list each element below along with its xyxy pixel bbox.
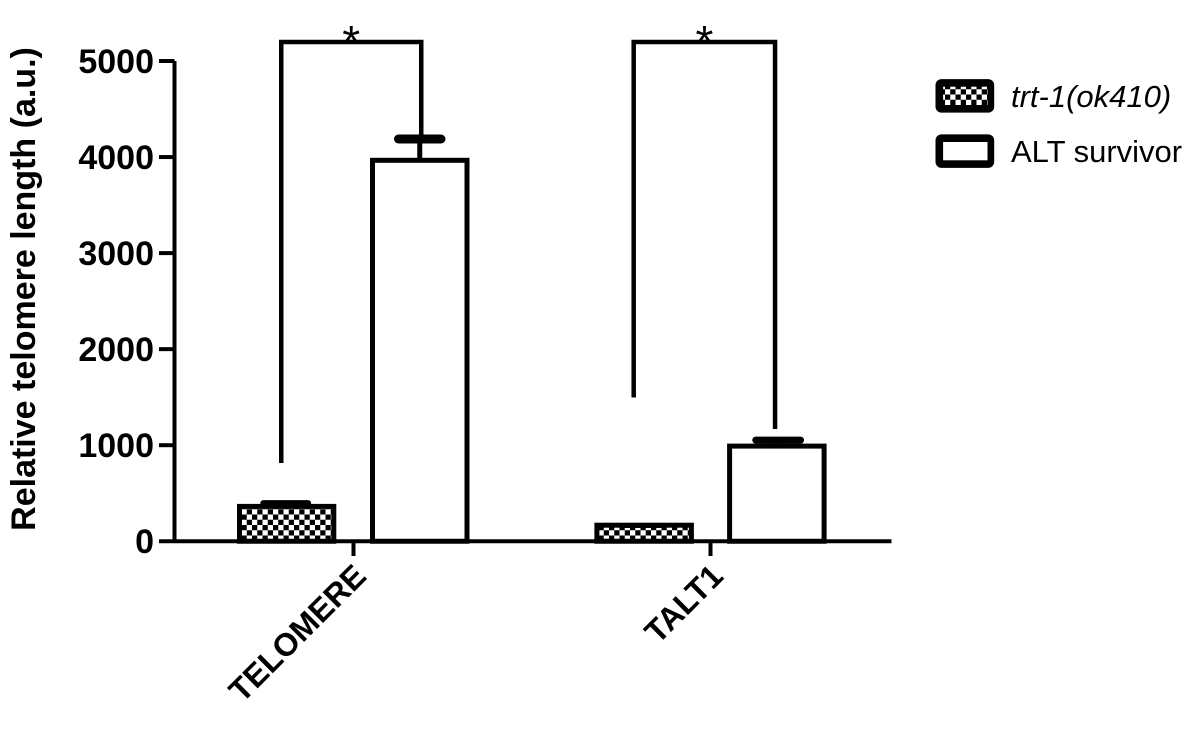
- svg-text:1000: 1000: [78, 427, 154, 465]
- svg-text:*: *: [695, 16, 713, 68]
- svg-text:3000: 3000: [78, 235, 154, 273]
- svg-text:2000: 2000: [78, 331, 154, 369]
- svg-text:*: *: [342, 16, 360, 68]
- svg-text:5000: 5000: [78, 43, 154, 81]
- svg-text:4000: 4000: [78, 139, 154, 177]
- svg-text:ALT survivor: ALT survivor: [1011, 134, 1182, 169]
- svg-text:TELOMERE: TELOMERE: [222, 557, 373, 708]
- svg-text:0: 0: [135, 523, 154, 561]
- svg-text:TALT1: TALT1: [637, 557, 729, 649]
- svg-text:trt-1(ok410): trt-1(ok410): [1011, 79, 1171, 114]
- svg-text:Relative telomere length (a.u.: Relative telomere length (a.u.): [5, 47, 43, 531]
